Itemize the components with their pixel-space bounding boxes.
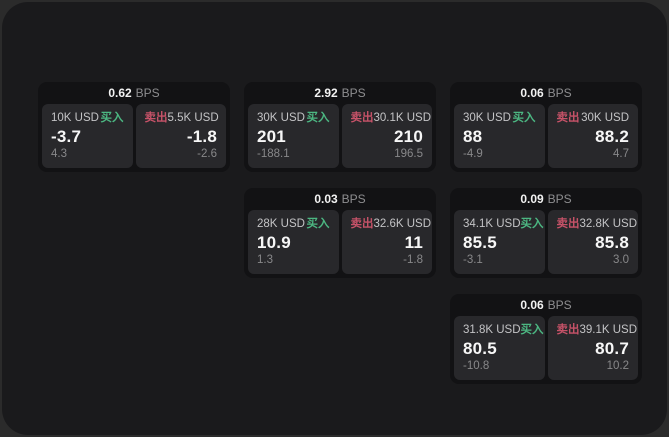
- spread-header: 0.06 BPS: [454, 82, 638, 104]
- buy-quote-tile[interactable]: 30K USD 买入 88 -4.9: [454, 104, 545, 168]
- buy-side-label: 买入: [306, 112, 330, 124]
- sell-delta: 196.5: [394, 148, 423, 160]
- sell-price: -1.8: [186, 127, 217, 146]
- sell-size: 30K USD: [581, 112, 629, 124]
- spread-unit-label: BPS: [547, 298, 572, 312]
- buy-price: -3.7: [51, 127, 82, 146]
- sell-size: 39.1K USD: [579, 324, 638, 336]
- sell-quote-tile[interactable]: 卖出 5.5K USD -1.8 -2.6: [135, 104, 226, 168]
- sell-delta: 10.2: [606, 360, 629, 372]
- spread-value: 0.09: [520, 192, 544, 206]
- sell-quote-tile[interactable]: 卖出 39.1K USD 80.7 10.2: [547, 316, 638, 380]
- buy-quote-tile[interactable]: 28K USD 买入 10.9 1.3: [248, 210, 339, 274]
- spread-value: 0.62: [108, 86, 132, 100]
- sell-price: 80.7: [595, 339, 629, 358]
- buy-delta: -3.1: [463, 254, 483, 266]
- buy-delta: 4.3: [51, 148, 67, 160]
- spread-header: 0.09 BPS: [454, 188, 638, 210]
- spread-header: 0.03 BPS: [248, 188, 432, 210]
- buy-price: 88: [463, 127, 483, 146]
- sell-quote-tile[interactable]: 卖出 30.1K USD 210 196.5: [341, 104, 432, 168]
- buy-size: 30K USD: [463, 112, 511, 124]
- buy-side-label: 买入: [520, 218, 544, 230]
- spread-unit-label: BPS: [341, 86, 366, 100]
- spread-unit-label: BPS: [135, 86, 160, 100]
- buy-delta: -4.9: [463, 148, 483, 160]
- sell-side-label: 卖出: [350, 112, 374, 124]
- sell-size: 32.8K USD: [579, 218, 638, 230]
- buy-side-label: 买入: [100, 112, 124, 124]
- buy-delta: -10.8: [463, 360, 490, 372]
- sell-price: 210: [394, 127, 423, 146]
- sell-delta: 3.0: [613, 254, 629, 266]
- sell-price: 85.8: [595, 233, 629, 252]
- quote-card: 0.06 BPS 30K USD 买入 88 -4.9 卖出 30K USD: [450, 82, 642, 172]
- sell-side-label: 卖出: [144, 112, 168, 124]
- buy-side-label: 买入: [520, 324, 544, 336]
- spread-header: 2.92 BPS: [248, 82, 432, 104]
- spread-value: 0.03: [314, 192, 338, 206]
- spread-header: 0.62 BPS: [42, 82, 226, 104]
- buy-quote-tile[interactable]: 30K USD 买入 201 -188.1: [248, 104, 339, 168]
- sell-price: 11: [404, 233, 423, 252]
- buy-size: 28K USD: [257, 218, 305, 230]
- quote-card: 0.62 BPS 10K USD 买入 -3.7 4.3 卖出 5.5K USD: [38, 82, 230, 172]
- sell-size: 30.1K USD: [373, 112, 432, 124]
- buy-price: 201: [257, 127, 286, 146]
- sell-side-label: 卖出: [556, 218, 580, 230]
- spread-value: 2.92: [314, 86, 338, 100]
- sell-quote-tile[interactable]: 卖出 32.6K USD 11 -1.8: [341, 210, 432, 274]
- quote-cards-grid: 0.62 BPS 10K USD 买入 -3.7 4.3 卖出 5.5K USD: [38, 82, 642, 384]
- sell-delta: -2.6: [197, 148, 217, 160]
- spread-header: 0.06 BPS: [454, 294, 638, 316]
- buy-size: 34.1K USD: [463, 218, 521, 230]
- buy-quote-tile[interactable]: 10K USD 买入 -3.7 4.3: [42, 104, 133, 168]
- buy-price: 80.5: [463, 339, 497, 358]
- buy-price: 85.5: [463, 233, 497, 252]
- sell-side-label: 卖出: [350, 218, 374, 230]
- spread-unit-label: BPS: [341, 192, 366, 206]
- buy-side-label: 买入: [512, 112, 536, 124]
- sell-size: 5.5K USD: [167, 112, 219, 124]
- quote-card: 2.92 BPS 30K USD 买入 201 -188.1 卖出 30.1K …: [244, 82, 436, 172]
- sell-delta: 4.7: [613, 148, 629, 160]
- buy-delta: 1.3: [257, 254, 273, 266]
- spread-unit-label: BPS: [547, 86, 572, 100]
- sell-side-label: 卖出: [556, 324, 580, 336]
- buy-size: 30K USD: [257, 112, 305, 124]
- quote-card: 0.09 BPS 34.1K USD 买入 85.5 -3.1 卖出 32.8K…: [450, 188, 642, 278]
- buy-size: 10K USD: [51, 112, 99, 124]
- sell-side-label: 卖出: [556, 112, 580, 124]
- quote-card: 0.06 BPS 31.8K USD 买入 80.5 -10.8 卖出 39.1…: [450, 294, 642, 384]
- sell-price: 88.2: [595, 127, 629, 146]
- sell-delta: -1.8: [403, 254, 423, 266]
- buy-side-label: 买入: [306, 218, 330, 230]
- buy-delta: -188.1: [257, 148, 290, 160]
- spread-unit-label: BPS: [547, 192, 572, 206]
- buy-quote-tile[interactable]: 31.8K USD 买入 80.5 -10.8: [454, 316, 545, 380]
- buy-quote-tile[interactable]: 34.1K USD 买入 85.5 -3.1: [454, 210, 545, 274]
- buy-price: 10.9: [257, 233, 291, 252]
- buy-size: 31.8K USD: [463, 324, 521, 336]
- sell-size: 32.6K USD: [373, 218, 432, 230]
- sell-quote-tile[interactable]: 卖出 32.8K USD 85.8 3.0: [547, 210, 638, 274]
- spread-value: 0.06: [520, 86, 544, 100]
- spread-value: 0.06: [520, 298, 544, 312]
- sell-quote-tile[interactable]: 卖出 30K USD 88.2 4.7: [547, 104, 638, 168]
- quote-card: 0.03 BPS 28K USD 买入 10.9 1.3 卖出 32.6K US…: [244, 188, 436, 278]
